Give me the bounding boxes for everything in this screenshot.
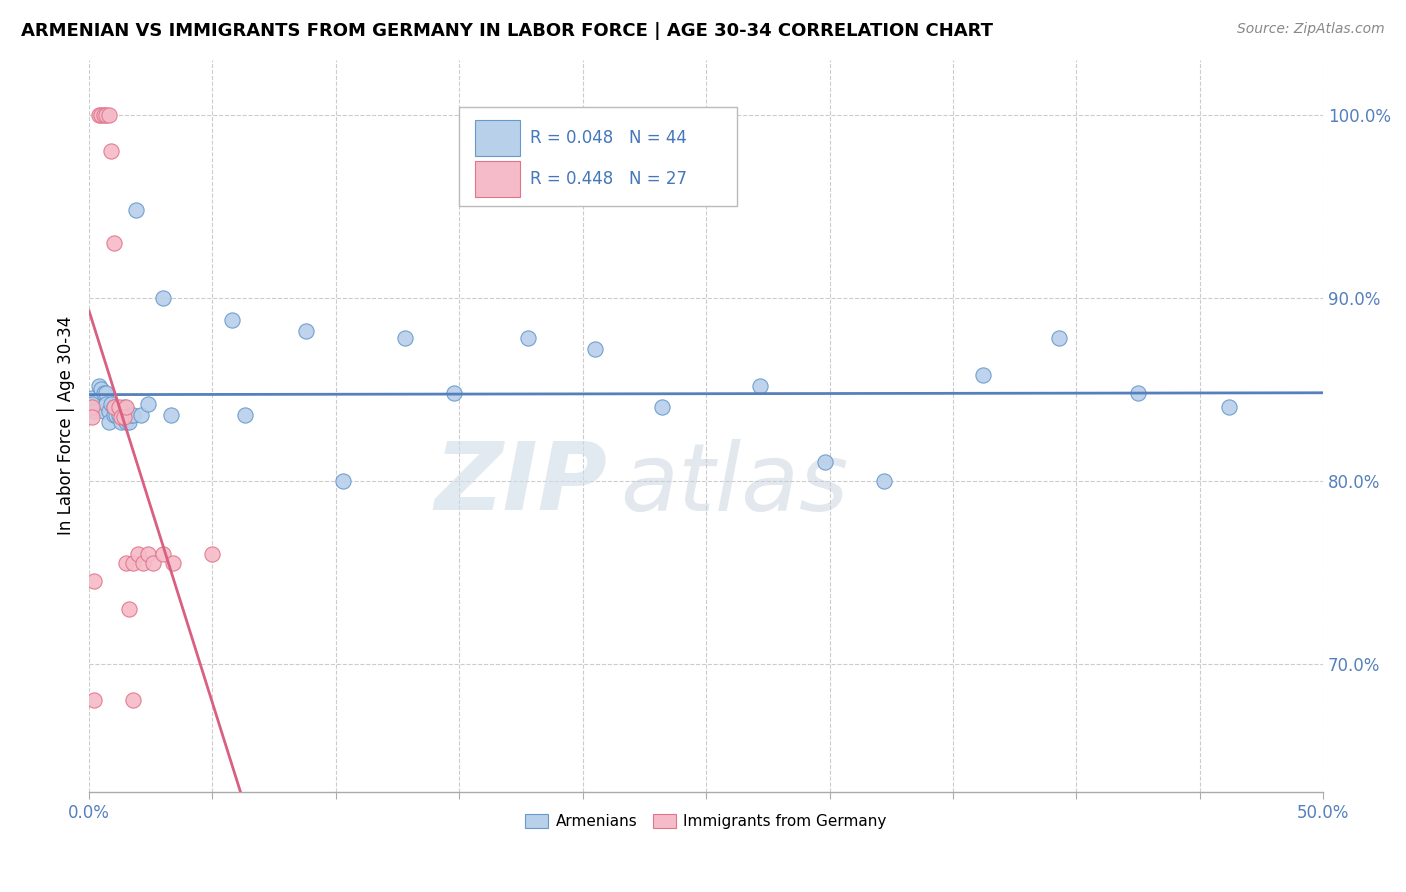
Point [83,404,105,418]
Point [96,385,118,400]
Point [80,397,103,411]
Point [115,401,138,415]
FancyBboxPatch shape [460,107,737,206]
Point [162,556,184,570]
Text: R = 0.048   N = 44: R = 0.048 N = 44 [530,129,686,147]
Point [152,547,174,561]
Point [117,415,139,429]
Point [112,409,135,424]
Point [80,409,103,424]
Point [96,107,118,121]
Point [112,401,135,415]
Point [103,401,125,415]
Point [152,291,174,305]
Point [80,392,103,406]
Point [117,602,139,616]
Point [90,107,112,121]
Point [103,235,125,250]
Point [120,408,142,422]
Point [873,474,896,488]
Point [105,408,128,422]
Point [125,202,148,217]
Point [1218,401,1240,415]
Point [749,378,772,392]
Point [201,547,224,561]
Point [132,556,155,570]
Point [127,547,149,561]
Point [583,342,606,356]
Point [83,574,105,589]
Text: R = 0.448   N = 27: R = 0.448 N = 27 [530,169,686,187]
Point [96,397,118,411]
Text: ARMENIAN VS IMMIGRANTS FROM GERMANY IN LABOR FORCE | AGE 30-34 CORRELATION CHART: ARMENIAN VS IMMIGRANTS FROM GERMANY IN L… [21,22,993,40]
Y-axis label: In Labor Force | Age 30-34: In Labor Force | Age 30-34 [58,316,75,535]
Point [103,401,125,415]
Point [115,556,138,570]
Point [332,474,354,488]
Point [100,144,122,158]
Point [93,404,115,418]
Point [443,385,465,400]
Point [972,368,994,382]
Point [107,401,129,415]
Point [233,408,256,422]
Point [115,415,138,429]
Point [122,408,145,422]
Point [129,408,152,422]
Point [97,404,120,418]
Point [142,556,165,570]
Point [221,312,243,326]
Point [107,408,129,422]
Point [115,408,138,422]
Point [136,397,159,411]
Point [93,385,115,400]
Point [110,409,132,424]
Point [295,324,318,338]
Point [651,401,673,415]
Text: ZIP: ZIP [434,438,607,531]
Text: atlas: atlas [620,439,848,530]
FancyBboxPatch shape [475,161,520,196]
Point [83,693,105,707]
Text: Source: ZipAtlas.com: Source: ZipAtlas.com [1237,22,1385,37]
Point [813,455,835,469]
Point [100,397,122,411]
Point [122,693,145,707]
Point [394,331,416,345]
Point [110,415,132,429]
Point [103,408,125,422]
Point [122,556,145,570]
Point [80,401,103,415]
Point [90,382,112,396]
Point [1047,331,1070,345]
FancyBboxPatch shape [475,120,520,156]
Point [87,378,110,392]
Point [93,107,115,121]
Point [97,107,120,121]
Point [1126,385,1149,400]
Point [87,107,110,121]
Point [136,547,159,561]
Legend: Armenians, Immigrants from Germany: Armenians, Immigrants from Germany [519,808,893,836]
Point [517,331,540,345]
Point [159,408,181,422]
Point [97,415,120,429]
